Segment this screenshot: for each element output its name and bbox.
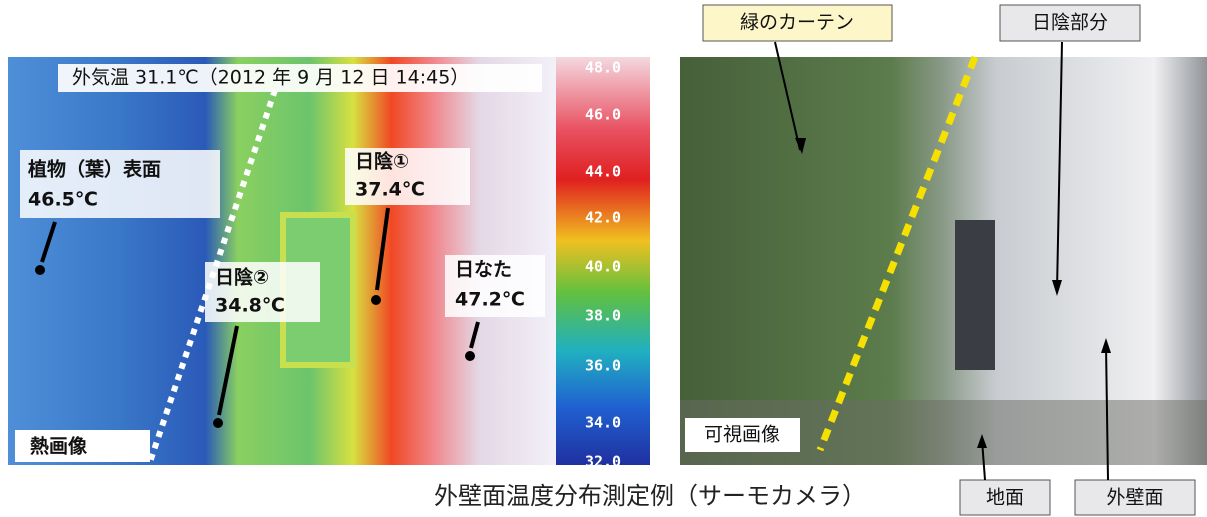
caption: 外壁面温度分布測定例（サーモカメラ） [434,482,866,510]
scale-label: 42.0 [585,209,621,227]
label: 日陰部分 [1032,12,1108,34]
scale-label: 46.0 [585,106,621,124]
label-box [1074,479,1196,516]
arrows [40,207,480,416]
label-temp: 47.2℃ [455,289,525,311]
arrow-heads [795,138,1111,448]
window [955,220,995,370]
corner-box [15,430,150,462]
label-temp: 37.4℃ [355,179,425,201]
scale-label: 36.0 [585,357,621,375]
scale-label: 48.0 [585,59,621,77]
corner-label: 熱画像 [30,435,88,458]
scale-labels: 48.0 46.0 44.0 42.0 40.0 38.0 36.0 34.0 32.0 [585,59,621,471]
color-scale [556,57,650,465]
label: 緑のカーテン [740,12,854,34]
scale-label: 44.0 [585,163,621,181]
scale-label: 38.0 [585,307,621,325]
scale-label: 34.0 [585,414,621,432]
header: 外気温 31.1℃（2012 年 9 月 12 日 14:45） [72,67,469,89]
scale-label: 40.0 [585,258,621,276]
label-temp: 46.5℃ [28,189,98,211]
label-name: 日陰① [355,150,409,173]
label-name: 植物（葉）表面 [28,158,161,181]
label-box [445,255,545,317]
visible-image [680,57,1207,465]
scale-label: 32.0 [585,453,621,471]
label-box [20,150,220,218]
header-box [58,64,542,92]
label: 外壁面 [1106,487,1163,509]
label-box [345,148,470,205]
label-box [702,4,893,42]
label-name: 日陰② [215,266,269,289]
label: 地面 [986,487,1024,509]
label-name: 日なた [455,259,512,281]
label-box [205,262,320,322]
label-temp: 34.8℃ [215,295,285,317]
label: 可視画像 [704,424,780,446]
label-box [999,4,1141,42]
label-box [685,418,800,452]
points [35,265,475,428]
arrows [774,41,1109,481]
label-box [959,479,1051,516]
boundary-line [816,55,979,452]
